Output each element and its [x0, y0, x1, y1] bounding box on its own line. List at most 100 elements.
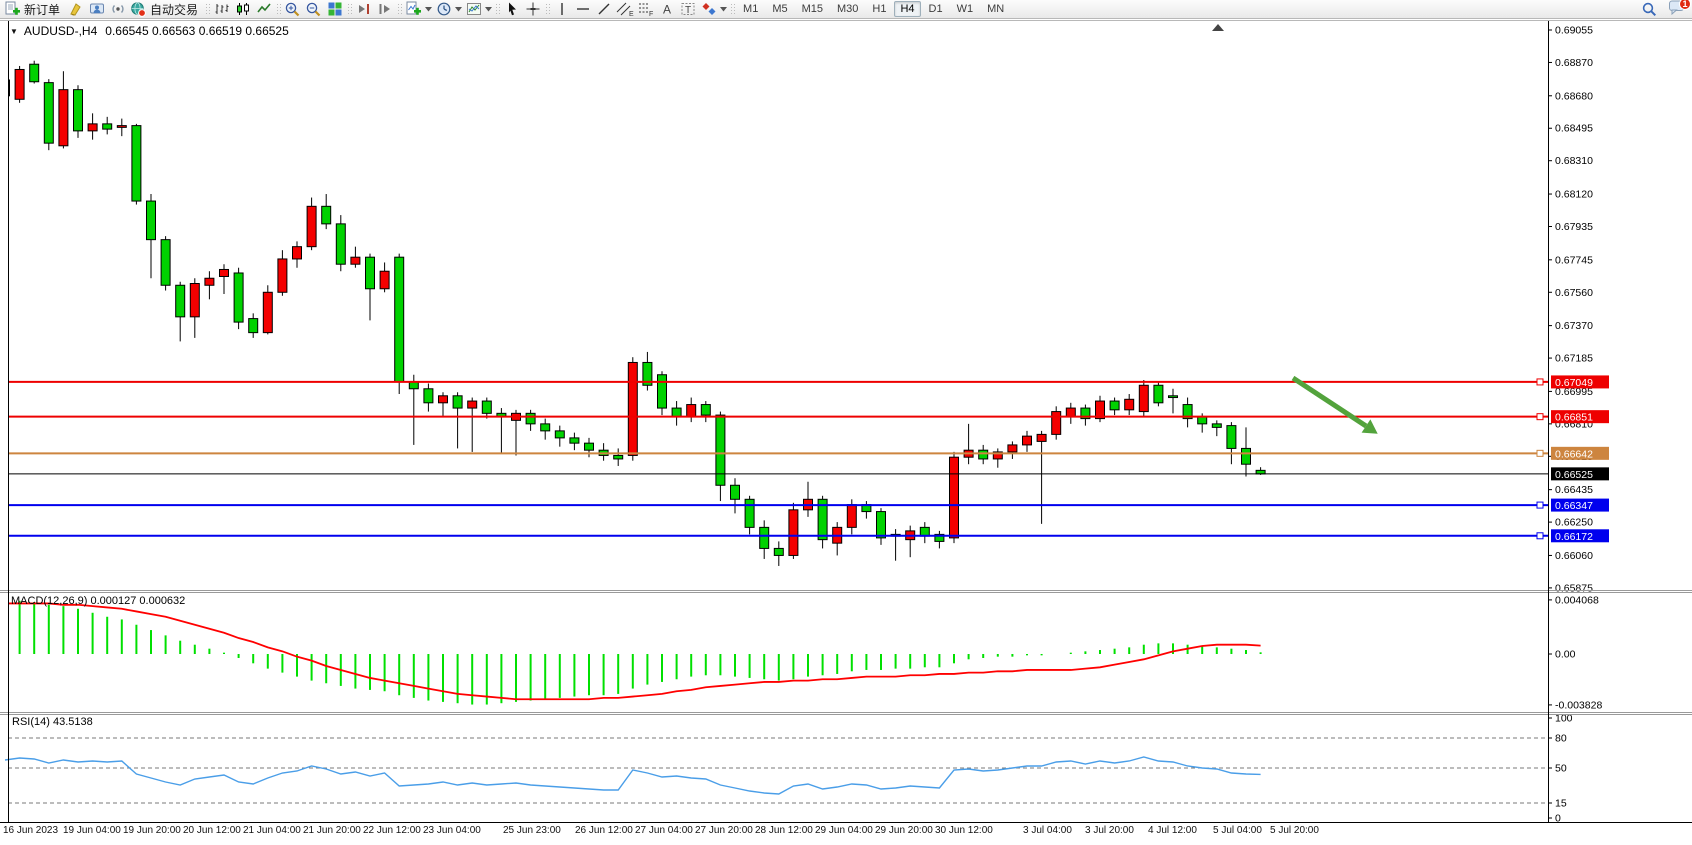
resistance-line-2-handle[interactable] — [1536, 413, 1544, 421]
zoom-in-icon[interactable] — [282, 1, 303, 18]
candle-bullish — [1022, 435, 1032, 446]
rsi-axis-tick: 15 — [1555, 798, 1567, 810]
period-clock-icon[interactable] — [433, 1, 454, 18]
candle-bullish — [1007, 444, 1018, 453]
market-watch-icon[interactable] — [86, 1, 107, 18]
candle-bearish — [423, 388, 434, 404]
fibonacci-icon[interactable]: F — [635, 1, 656, 18]
candle-bullish — [686, 404, 697, 418]
candle-bearish — [671, 407, 682, 418]
tab-h4[interactable]: H4 — [894, 1, 921, 17]
price-axis-tick: 0.67935 — [1555, 221, 1593, 233]
candle-bullish — [379, 270, 390, 290]
search-icon[interactable] — [1639, 1, 1660, 18]
macd-layer — [8, 600, 1262, 705]
period-dropdown-icon[interactable] — [454, 1, 463, 18]
new-order-label[interactable]: 新订单 — [24, 2, 61, 17]
signal-icon[interactable] — [107, 1, 128, 18]
candle-bullish — [189, 283, 200, 318]
trendline-icon[interactable] — [593, 1, 614, 18]
candle-bullish — [1138, 384, 1149, 413]
styler-icon[interactable] — [65, 1, 86, 18]
arrows-icon[interactable] — [698, 1, 719, 18]
down-trend-arrow-head[interactable] — [1361, 419, 1378, 434]
cursor-icon[interactable] — [501, 1, 522, 18]
candle-bearish — [160, 239, 171, 286]
candle-bearish — [146, 200, 156, 241]
resistance-line-2-price-tag — [1551, 410, 1609, 424]
arrows-dropdown-icon[interactable] — [719, 1, 728, 18]
tab-m1[interactable]: M1 — [743, 3, 759, 15]
crosshair-icon[interactable] — [522, 1, 543, 18]
new-chart-dropdown-icon[interactable] — [424, 1, 433, 18]
equidistant-channel-icon[interactable]: E — [614, 1, 635, 18]
zoom-out-icon[interactable] — [303, 1, 324, 18]
rsi-axis-tick: 50 — [1555, 763, 1567, 775]
toolbar: 新订单 自动交易 — [0, 0, 1692, 19]
chart-title: ▼ AUDUSD-,H4 0.66545 0.66563 0.66519 0.6… — [10, 24, 289, 38]
time-axis-label: 28 Jun 12:00 — [755, 825, 813, 836]
tab-m15[interactable]: M15 — [801, 3, 823, 15]
chart-canvas[interactable]: 0.69055 0.68870 0.68680 0.68495 0.68310 0.681… — [0, 19, 1692, 845]
toolbar-grip — [346, 2, 353, 16]
candle-bearish — [934, 533, 945, 542]
current-price-line-price-tag — [1551, 467, 1609, 481]
price-axis-tick: 0.66995 — [1555, 386, 1593, 398]
rsi-axis-tick: 80 — [1555, 733, 1567, 745]
candle-bearish — [29, 63, 40, 83]
resistance-line-1-handle[interactable] — [1536, 378, 1544, 386]
auto-trading-icon[interactable] — [128, 1, 149, 18]
macd-axis-tick: 0.004068 — [1555, 594, 1599, 606]
pivot-line-handle[interactable] — [1536, 449, 1544, 457]
auto-trading-label[interactable]: 自动交易 — [150, 2, 199, 17]
tile-windows-icon[interactable] — [324, 1, 345, 18]
support-line-1-price-tag — [1551, 498, 1609, 512]
tab-mn[interactable]: MN — [987, 3, 1005, 15]
tab-m30[interactable]: M30 — [837, 3, 859, 15]
candlestick-chart-icon[interactable] — [232, 1, 253, 18]
down-trend-arrow[interactable] — [1291, 375, 1368, 429]
auto-scroll-icon[interactable] — [374, 1, 395, 18]
candle-bearish — [335, 223, 346, 265]
toolbar-grip — [729, 2, 736, 16]
candle-bearish — [175, 284, 186, 318]
tab-h1[interactable]: H1 — [872, 3, 887, 15]
candle-bullish — [204, 277, 215, 286]
support-line-2-handle[interactable] — [1536, 532, 1544, 540]
toolbar-grip — [396, 2, 403, 16]
candle-bearish — [1080, 407, 1091, 420]
resistance-line-1-price-text: 0.67049 — [1555, 377, 1593, 389]
chart-shift-marker[interactable] — [1212, 24, 1224, 31]
text-label-icon[interactable]: T — [677, 1, 698, 18]
line-chart-icon[interactable] — [253, 1, 274, 18]
template-icon[interactable] — [463, 1, 484, 18]
chat-button[interactable]: 1 — [1668, 0, 1691, 20]
tab-w1[interactable]: W1 — [956, 3, 974, 15]
new-chart-icon[interactable] — [403, 1, 424, 18]
price-axis-tick: 0.67185 — [1555, 353, 1593, 365]
candle-bearish — [394, 256, 405, 383]
horizontal-line-icon[interactable] — [572, 1, 593, 18]
vertical-line-icon[interactable] — [551, 1, 572, 18]
chart-shift-icon[interactable] — [353, 1, 374, 18]
tab-m5[interactable]: M5 — [772, 3, 788, 15]
candle-bullish — [306, 205, 317, 248]
text-icon[interactable]: A — [656, 1, 677, 18]
candle-bullish — [846, 504, 857, 528]
tab-d1[interactable]: D1 — [928, 3, 943, 15]
price-axis-tick: 0.67745 — [1555, 254, 1593, 266]
bar-chart-icon[interactable] — [211, 1, 232, 18]
candle-bullish — [116, 125, 127, 128]
template-dropdown-icon[interactable] — [484, 1, 493, 18]
rsi-indicator-label: RSI(14) 43.5138 — [12, 716, 93, 728]
price-axis-tick: 0.67560 — [1555, 287, 1593, 299]
new-order-button[interactable] — [2, 1, 23, 18]
candle-bearish — [43, 82, 54, 144]
svg-text:A: A — [663, 3, 671, 17]
macd-axis-tick: 0.00 — [1555, 649, 1576, 661]
symbol-dropdown-icon[interactable]: ▼ — [10, 26, 18, 36]
candle-bullish — [277, 258, 288, 293]
candle-bearish — [744, 498, 755, 528]
current-price-line-price-text: 0.66525 — [1555, 469, 1593, 481]
support-line-1-handle[interactable] — [1536, 501, 1544, 509]
